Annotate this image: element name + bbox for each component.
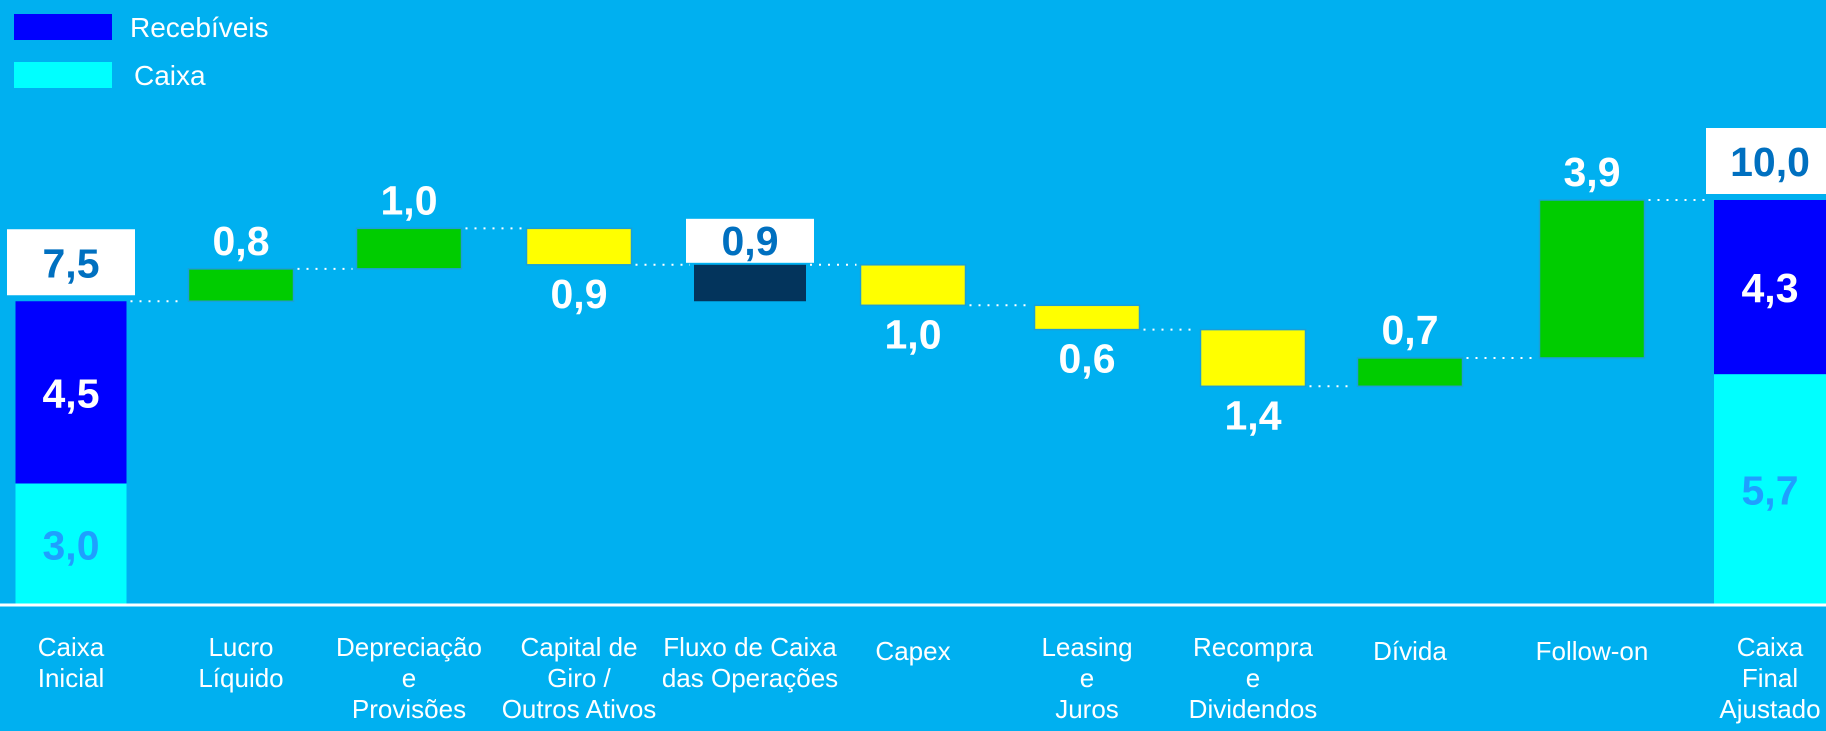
bar-1-increase <box>187 268 295 303</box>
value-label: 0,9 <box>551 271 608 317</box>
category-label: Recompra e Dividendos <box>1189 632 1318 724</box>
value-label: 1,0 <box>381 177 438 223</box>
legend-label-0: Recebíveis <box>130 12 269 43</box>
category-label-line: e <box>1080 663 1094 693</box>
stack-value-label: 4,3 <box>1742 265 1799 311</box>
category-label-line: Ajustado <box>1719 694 1820 724</box>
legend-swatch-0 <box>14 14 112 40</box>
subtotal-label-box <box>686 218 814 263</box>
value-label: 1,4 <box>1225 392 1282 438</box>
category-label: Dívida <box>1373 636 1447 666</box>
category-label-line: Follow-on <box>1536 636 1649 666</box>
category-label: Depreciação e Provisões <box>336 632 482 724</box>
bar-4-subtotal <box>694 264 806 302</box>
category-label-line: Dívida <box>1373 636 1447 666</box>
bar-6-decrease <box>1033 304 1141 331</box>
category-label-line: Inicial <box>38 663 104 693</box>
legend: Recebíveis Caixa <box>14 12 269 91</box>
category-label: Capital de Giro / Outros Ativos <box>502 632 657 724</box>
category-label-line: das Operações <box>662 663 838 693</box>
bars <box>15 199 1826 605</box>
category-label-line: Juros <box>1055 694 1119 724</box>
bar-8-increase <box>1356 357 1464 388</box>
category-label-line: Outros Ativos <box>502 694 657 724</box>
category-label: Leasing e Juros <box>1041 632 1132 724</box>
value-label: 1,0 <box>885 311 942 357</box>
stack-value-label: 3,0 <box>43 522 100 568</box>
category-label-line: Final <box>1742 663 1798 693</box>
bar-0-recebíveis <box>15 301 127 484</box>
category-label-line: Recompra <box>1193 632 1313 662</box>
category-label: Lucro Líquido <box>198 632 283 693</box>
category-label-line: Líquido <box>198 663 283 693</box>
bar-5-decrease <box>859 264 967 307</box>
bar-0-caixa <box>15 483 127 605</box>
category-label-line: Giro / <box>547 663 611 693</box>
connectors <box>130 199 1710 388</box>
category-label-line: Capex <box>875 636 950 666</box>
legend-label-1: Caixa <box>134 60 206 91</box>
bar-10-caixa <box>1714 374 1826 605</box>
category-label: Fluxo de Caixa das Operações <box>662 632 838 693</box>
bar-7-decrease <box>1199 328 1307 388</box>
category-label-line: Lucro <box>208 632 273 662</box>
value-label: 0,7 <box>1382 307 1439 353</box>
category-label-line: Caixa <box>38 632 105 662</box>
category-label-line: Dividendos <box>1189 694 1318 724</box>
bar-3-decrease <box>525 227 633 266</box>
category-label: Caixa Inicial <box>38 632 105 693</box>
category-label: Follow-on <box>1536 636 1649 666</box>
category-label: Caixa Final Ajustado <box>1719 632 1820 724</box>
category-label-line: Provisões <box>352 694 466 724</box>
stack-value-label: 4,5 <box>43 370 100 416</box>
total-value-label: 7,5 <box>43 240 100 286</box>
total-label-box <box>1706 128 1826 194</box>
bar-9-increase <box>1538 199 1646 359</box>
category-label-line: e <box>1246 663 1260 693</box>
category-label-line: Caixa <box>1737 632 1804 662</box>
value-labels: 3,0 4,5 7,5 0,8 1,0 0,9 0,9 1,0 0,6 1,4 0,7 3,9 5,7 4… <box>7 128 1826 568</box>
bar-2-increase <box>355 227 463 270</box>
category-label-line: Leasing <box>1041 632 1132 662</box>
subtotal-value-label: 0,9 <box>722 218 779 264</box>
total-value-label: 10,0 <box>1730 139 1810 185</box>
legend-swatch-1 <box>14 62 112 88</box>
value-label: 0,8 <box>213 218 270 264</box>
category-label-line: e <box>402 663 416 693</box>
category-label-line: Depreciação <box>336 632 482 662</box>
category-label-line: Fluxo de Caixa <box>663 632 837 662</box>
bar-10-recebíveis <box>1714 200 1826 375</box>
category-label-line: Capital de <box>520 632 637 662</box>
value-label: 3,9 <box>1564 149 1621 195</box>
total-label-box <box>7 229 135 296</box>
stack-value-label: 5,7 <box>1742 468 1799 514</box>
category-label: Capex <box>875 636 950 666</box>
value-label: 0,6 <box>1059 336 1116 382</box>
